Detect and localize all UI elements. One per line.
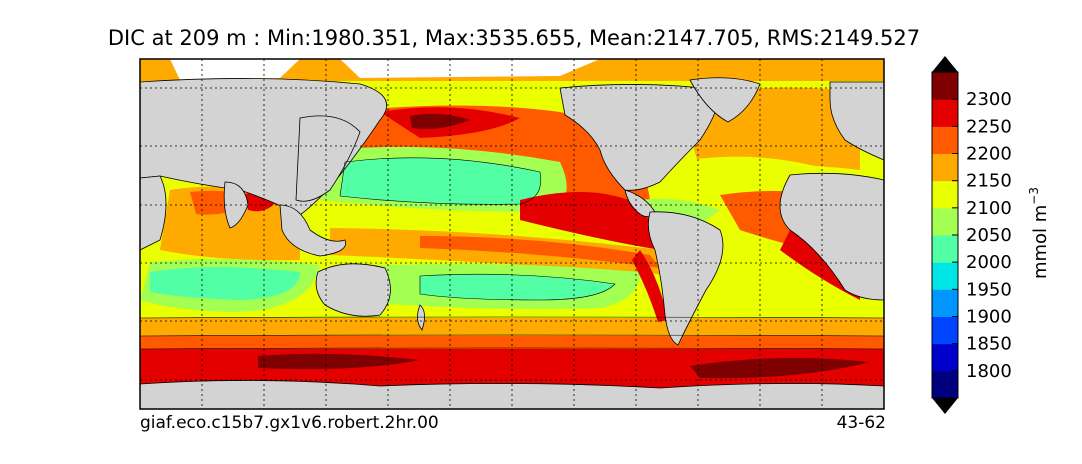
colorbar-tick-label: 2200 (966, 144, 1012, 165)
southern-ocean-band-2150 (140, 318, 884, 338)
colorbar-tick-label: 2000 (966, 252, 1012, 273)
colorbar: 1800 1850 1900 1950 2000 2050 2100 2150 2200 2250… (931, 56, 1012, 414)
central-america (624, 189, 656, 217)
colorbar-level (932, 235, 958, 263)
colorbar-level (932, 316, 958, 345)
contour-lines (140, 157, 884, 350)
colorbar-unit-label: mmol m−3 (1027, 187, 1051, 279)
greenland (689, 77, 761, 123)
north-pacific-max (410, 113, 470, 129)
south-pacific-gyre-2050 (420, 274, 615, 300)
colorbar-level (932, 180, 958, 209)
chile-coast-red (632, 250, 668, 322)
north-america (559, 84, 721, 191)
colorbar-level (932, 289, 958, 317)
southern-ocean-max-atlantic (690, 357, 870, 379)
equatorial-pacific-red (420, 236, 660, 268)
plot-title: DIC at 209 m : Min:1980.351, Max:3535.65… (107, 26, 921, 50)
new-zealand (417, 304, 425, 331)
southeast-asia (279, 204, 347, 257)
east-pacific-red (520, 192, 660, 250)
east-asia (295, 115, 361, 202)
colorbar-tick-label: 2150 (966, 171, 1012, 192)
colorbar-level (932, 72, 958, 100)
colorbar-tick-label: 2250 (966, 116, 1012, 137)
run-name-label: giaf.eco.c15b7.gx1v6.robert.2hr.00 (140, 413, 439, 433)
colorbar-tick-label: 1900 (966, 307, 1012, 328)
europe (829, 81, 884, 161)
colorbar-level (932, 126, 958, 154)
colorbar-extension-min (932, 398, 958, 414)
south-indian-gyre-2050 (150, 267, 300, 300)
colorbar-level (932, 343, 958, 372)
colorbar-tick-label: 1950 (966, 279, 1012, 300)
colorbar-level (932, 99, 958, 127)
south-america (647, 211, 724, 346)
africa-west (140, 175, 167, 251)
year-range-label: 43-62 (836, 413, 886, 433)
australia (315, 263, 391, 317)
colorbar-tick-label: 2100 (966, 198, 1012, 219)
map-frame (139, 58, 885, 410)
colorbar-level (932, 207, 958, 236)
colorbar-tick-label: 1850 (966, 334, 1012, 355)
graticule (140, 59, 884, 409)
colorbar-tick-label: 2300 (966, 89, 1012, 110)
colorbar-tick-label: 2050 (966, 225, 1012, 246)
southern-ocean-max-indian (258, 353, 420, 369)
colorbar-level (932, 153, 958, 182)
colorbar-tick-label: 1800 (966, 361, 1012, 382)
colorbar-extension-max (932, 56, 958, 72)
colorbar-level (932, 370, 958, 399)
north-pacific-gyre-2050 (340, 157, 541, 205)
colorbar-level (932, 262, 958, 290)
